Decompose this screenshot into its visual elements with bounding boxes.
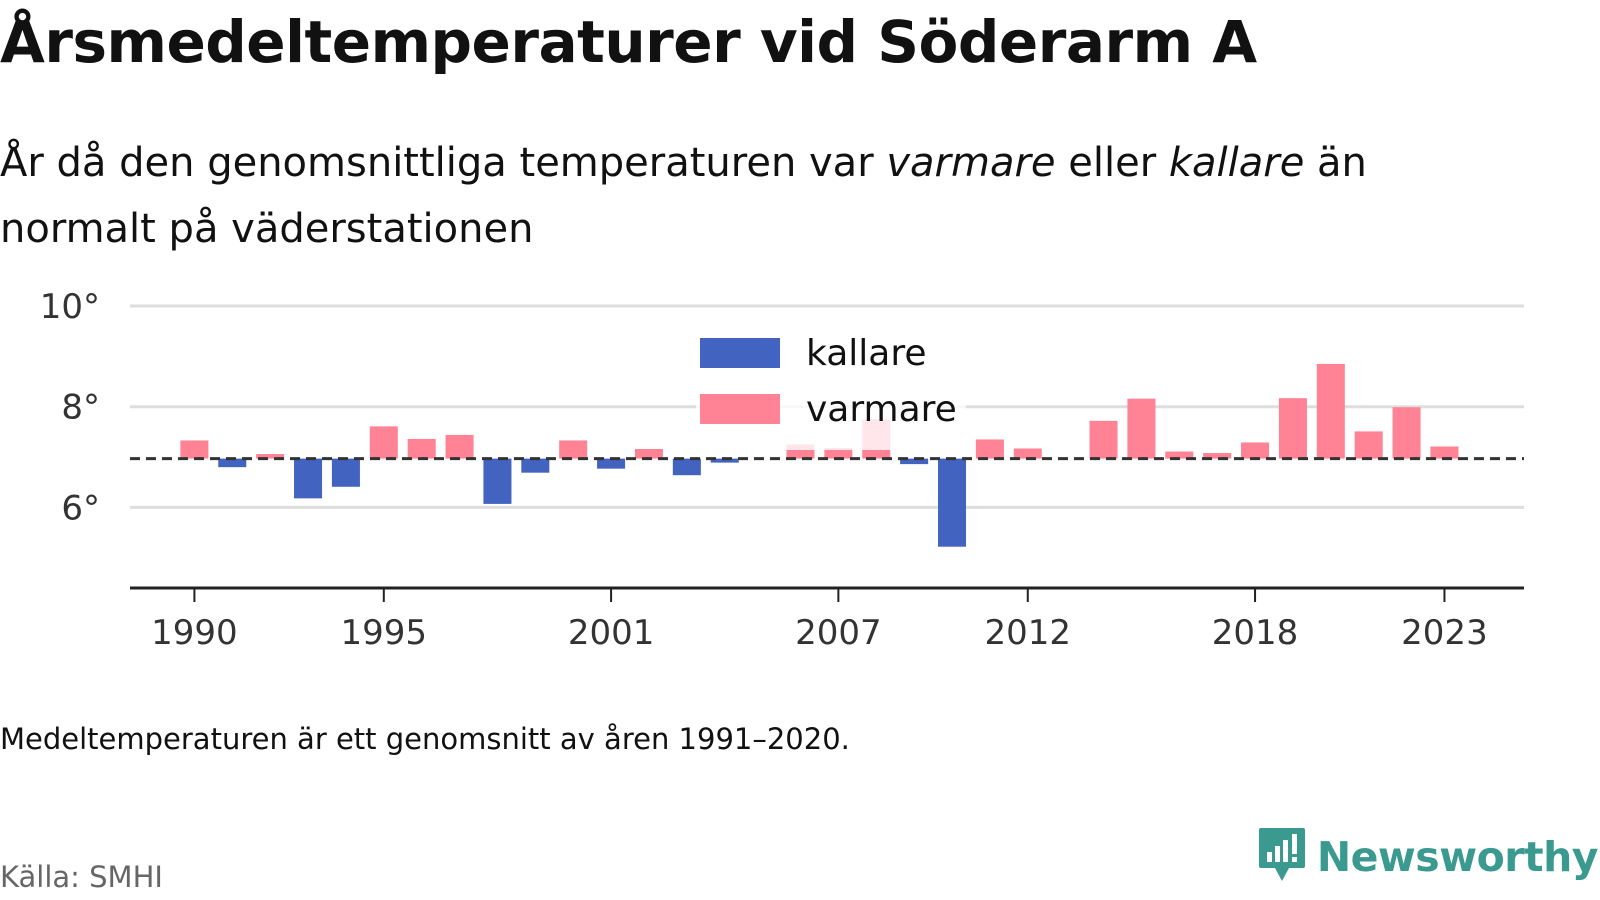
source-credit: Källa: SMHI — [0, 860, 163, 894]
bar-2001 — [597, 458, 626, 469]
legend-swatch-kallare — [700, 338, 780, 368]
legend-label-kallare: kallare — [806, 333, 927, 374]
bar-2009 — [900, 458, 929, 465]
chart-subtitle: År då den genomsnittliga temperaturen va… — [0, 130, 1520, 262]
bar-chart: 6° 8° 10° 1990 1995 2001 2007 2012 2018 2023 kalla… — [40, 287, 1524, 653]
bar-1999 — [521, 458, 550, 473]
y-tick-label: 10° — [40, 287, 100, 327]
bar-1996 — [407, 438, 436, 459]
chart-title: Årsmedeltemperaturer vid Söderarm A — [0, 8, 1257, 76]
bar-2004 — [710, 458, 739, 463]
bar-1994 — [331, 458, 360, 487]
legend-swatch-varmare — [700, 394, 780, 424]
bar-2023 — [1430, 446, 1459, 459]
subtitle-text-2: eller — [1055, 140, 1169, 186]
x-tick-label: 2001 — [568, 613, 655, 653]
x-tick-label: 2012 — [985, 613, 1072, 653]
bar-1993 — [294, 458, 323, 499]
bar-2002 — [634, 449, 663, 459]
subtitle-cold-word: kallare — [1168, 140, 1305, 186]
bar-2016 — [1165, 451, 1194, 459]
bar-1992 — [256, 454, 285, 459]
y-tick-label: 8° — [61, 388, 100, 428]
bar-2000 — [559, 440, 588, 459]
bar-1998 — [483, 458, 512, 504]
bar-2021 — [1354, 431, 1383, 459]
subtitle-warm-word: varmare — [886, 140, 1056, 186]
x-tick-label: 2023 — [1401, 613, 1488, 653]
bar-2017 — [1203, 453, 1232, 459]
subtitle-text-3: än normalt på väderstationen — [0, 140, 1367, 252]
bar-1990 — [180, 440, 209, 459]
bar-2011 — [975, 439, 1004, 459]
bar-2020 — [1316, 363, 1345, 459]
bar-2015 — [1127, 398, 1156, 459]
brand-name: Newsworthy — [1316, 833, 1599, 881]
bar-2010 — [937, 458, 967, 547]
x-tick-label: 1995 — [341, 613, 428, 653]
newsworthy-logo-icon — [1257, 826, 1307, 888]
bar-2014 — [1089, 420, 1118, 459]
footnote: Medeltemperaturen är ett genomsnitt av å… — [0, 722, 850, 756]
bar-2003 — [672, 458, 701, 476]
bar-2012 — [1013, 448, 1042, 459]
bar-1991 — [218, 458, 247, 468]
bar-2022 — [1392, 407, 1421, 459]
bar-2019 — [1278, 398, 1307, 459]
brand-logo: Newsworthy — [1257, 826, 1599, 888]
legend-label-varmare: varmare — [806, 389, 957, 430]
bar-2007 — [824, 448, 853, 459]
y-tick-label: 6° — [61, 488, 100, 528]
bar-2018 — [1241, 442, 1270, 459]
x-tick-label: 2018 — [1212, 613, 1299, 653]
x-tick-label: 2007 — [795, 613, 882, 653]
x-tick-label: 1990 — [151, 613, 238, 653]
bar-1995 — [369, 426, 398, 459]
bar-1997 — [445, 434, 474, 459]
subtitle-text-1: År då den genomsnittliga temperaturen va… — [0, 140, 887, 186]
